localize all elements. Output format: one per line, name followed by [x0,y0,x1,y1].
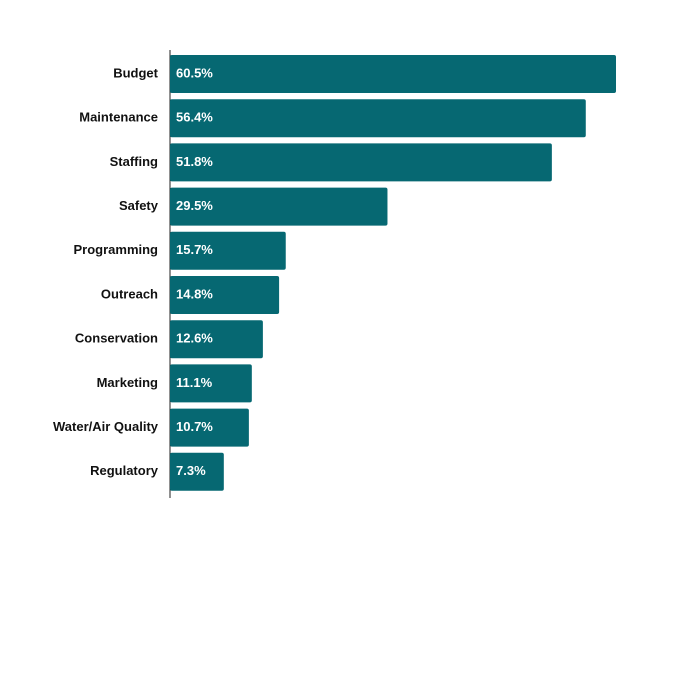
bar [170,231,286,270]
y-tick-label: Budget [113,65,158,80]
y-tick-label: Water/Air Quality [53,419,159,434]
data-label: 10.7% [176,419,213,434]
data-label: 11.1% [176,375,213,390]
bar [170,408,249,447]
y-tick-label: Regulatory [90,463,159,478]
data-label: 60.5% [176,65,213,80]
data-label: 7.3% [176,463,206,478]
y-tick-label: Safety [119,198,159,213]
data-label: 14.8% [176,286,213,301]
bar [170,364,252,403]
y-tick-label: Maintenance [79,110,158,125]
bar [170,276,280,314]
bar [170,143,552,182]
y-tick-label: Outreach [101,286,158,301]
y-tick-label: Conservation [75,331,158,346]
data-label: 15.7% [176,242,213,257]
y-tick-label: Programming [73,242,158,257]
data-label: 56.4% [176,110,213,125]
bar [170,187,388,226]
y-tick-label: Staffing [110,154,158,169]
bar [170,452,224,491]
bar [170,55,616,93]
data-label: 51.8% [176,154,213,169]
data-label: 29.5% [176,198,213,213]
bar [170,320,263,359]
data-label: 12.6% [176,331,213,346]
bar [170,99,586,138]
y-tick-label: Marketing [97,375,158,390]
